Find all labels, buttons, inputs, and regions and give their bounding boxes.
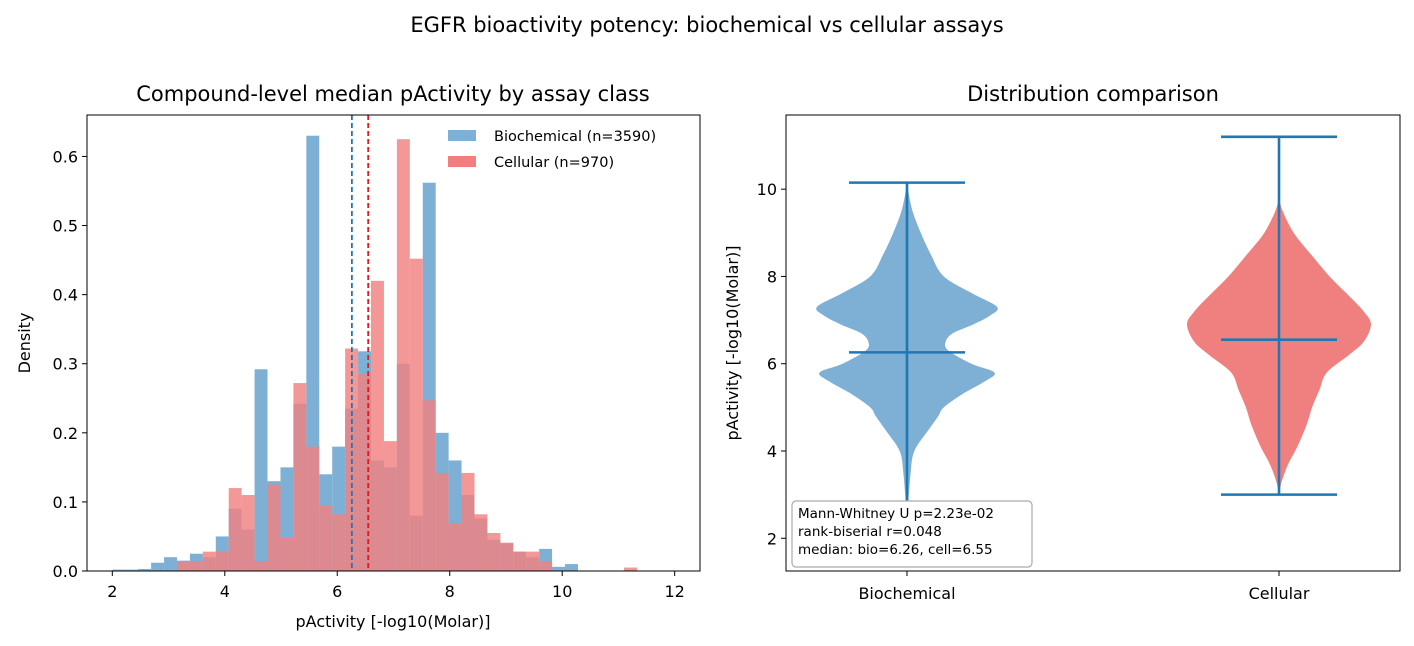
stats-line-effect: rank-biserial r=0.048 — [798, 524, 942, 540]
stats-line-medians: median: bio=6.26, cell=6.55 — [798, 542, 993, 558]
biochemical-bar — [125, 569, 139, 571]
x-category-label: Cellular — [1249, 584, 1310, 603]
y-tick-label: 0.4 — [53, 286, 78, 305]
violin-stat-lines — [849, 135, 1337, 517]
x-tick-label: 2 — [107, 582, 117, 601]
x-tick-label: 12 — [665, 582, 685, 601]
cellular-bar — [383, 441, 397, 571]
cellular-bar — [526, 551, 540, 571]
x-tick-label: 10 — [552, 582, 572, 601]
biochemical-bar — [151, 562, 165, 571]
violin-title: Distribution comparison — [967, 82, 1219, 106]
cellular-bar — [306, 446, 320, 571]
biochemical-bar — [164, 557, 177, 571]
cellular-bar — [624, 567, 638, 571]
stats-annotation: Mann-Whitney U p=2.23e-02 rank-biserial … — [791, 500, 1033, 568]
legend-label-cellular: Cellular (n=970) — [494, 155, 614, 171]
histogram-title: Compound-level median pActivity by assay… — [136, 82, 650, 106]
cellular-bar — [371, 280, 384, 571]
cellular-bar — [500, 542, 514, 571]
histogram-x-label: pActivity [-log10(Molar)] — [296, 612, 491, 631]
legend-label-biochemical: Biochemical (n=3590) — [494, 129, 656, 145]
cellular-bar — [189, 561, 203, 571]
cellular-bar — [215, 551, 229, 571]
y-tick-label: 6 — [767, 355, 777, 374]
cellular-bar — [293, 383, 307, 571]
cellular-bar — [461, 472, 475, 571]
cellular-bar — [487, 533, 501, 571]
cellular-bar — [474, 514, 488, 571]
legend-swatch-biochemical — [448, 130, 476, 141]
cellular-bar — [267, 484, 281, 571]
histogram-x-ticks: 2 4 6 8 10 12 — [107, 571, 685, 601]
cellular-bar — [422, 400, 436, 571]
cellular-bar — [319, 505, 333, 571]
biochemical-bar — [254, 369, 268, 571]
cellular-bar — [254, 561, 268, 571]
cellular-bar — [435, 472, 449, 571]
y-tick-label: 8 — [767, 267, 777, 286]
cellular-bar — [228, 488, 242, 571]
violin-axes-frame — [785, 114, 1401, 572]
cellular-bar — [332, 514, 346, 571]
x-category-label: Biochemical — [858, 584, 955, 603]
biochemical-bar — [565, 564, 578, 571]
cellular-bar — [202, 551, 216, 571]
cellular-bar — [396, 139, 410, 571]
biochemical-bar — [112, 569, 126, 571]
histogram-y-label: Density — [15, 313, 34, 374]
cellular-bar — [409, 258, 423, 571]
violin-y-label: pActivity [-log10(Molar)] — [723, 246, 742, 441]
y-tick-label: 10 — [757, 180, 777, 199]
y-tick-label: 0.3 — [53, 355, 78, 374]
stats-line-test: Mann-Whitney U p=2.23e-02 — [798, 506, 994, 522]
cellular-bar — [280, 537, 294, 571]
histogram-legend: Biochemical (n=3590) Cellular (n=970) — [448, 129, 656, 171]
histogram-panel: Compound-level median pActivity by assay… — [15, 82, 701, 631]
x-tick-label: 4 — [220, 582, 230, 601]
y-tick-label: 0.0 — [53, 562, 78, 581]
cellular-bar — [241, 495, 255, 571]
median-lines — [350, 115, 370, 571]
biochemical-bar — [552, 566, 566, 571]
cellular-bar — [539, 561, 553, 571]
y-tick-label: 0.6 — [53, 147, 78, 166]
stats-annotation-box — [791, 500, 1033, 568]
violin-panel: Distribution comparison 2 4 6 8 10 Biochemic… — [723, 82, 1401, 603]
histogram-y-ticks: 0.0 0.1 0.2 0.3 0.4 0.5 0.6 — [53, 147, 87, 581]
figure-suptitle: EGFR bioactivity potency: biochemical vs… — [410, 13, 1003, 37]
cellular-bar — [176, 561, 190, 571]
cellular-bar — [448, 523, 462, 571]
cellular-bar — [513, 551, 527, 571]
y-tick-label: 2 — [767, 529, 777, 548]
y-tick-label: 4 — [767, 442, 777, 461]
violin-bodies — [816, 181, 1371, 517]
histogram-axes-frame — [86, 114, 701, 572]
violin-x-ticks: Biochemical Cellular — [858, 571, 1310, 603]
cellular-bars — [176, 139, 638, 571]
y-tick-label: 0.5 — [53, 217, 78, 236]
legend-swatch-cellular — [448, 156, 476, 167]
violin-y-ticks: 2 4 6 8 10 — [757, 180, 786, 548]
x-tick-label: 6 — [332, 582, 342, 601]
y-tick-label: 0.1 — [53, 493, 78, 512]
x-tick-label: 8 — [445, 582, 455, 601]
y-tick-label: 0.2 — [53, 424, 78, 443]
biochemical-bar — [138, 568, 152, 571]
